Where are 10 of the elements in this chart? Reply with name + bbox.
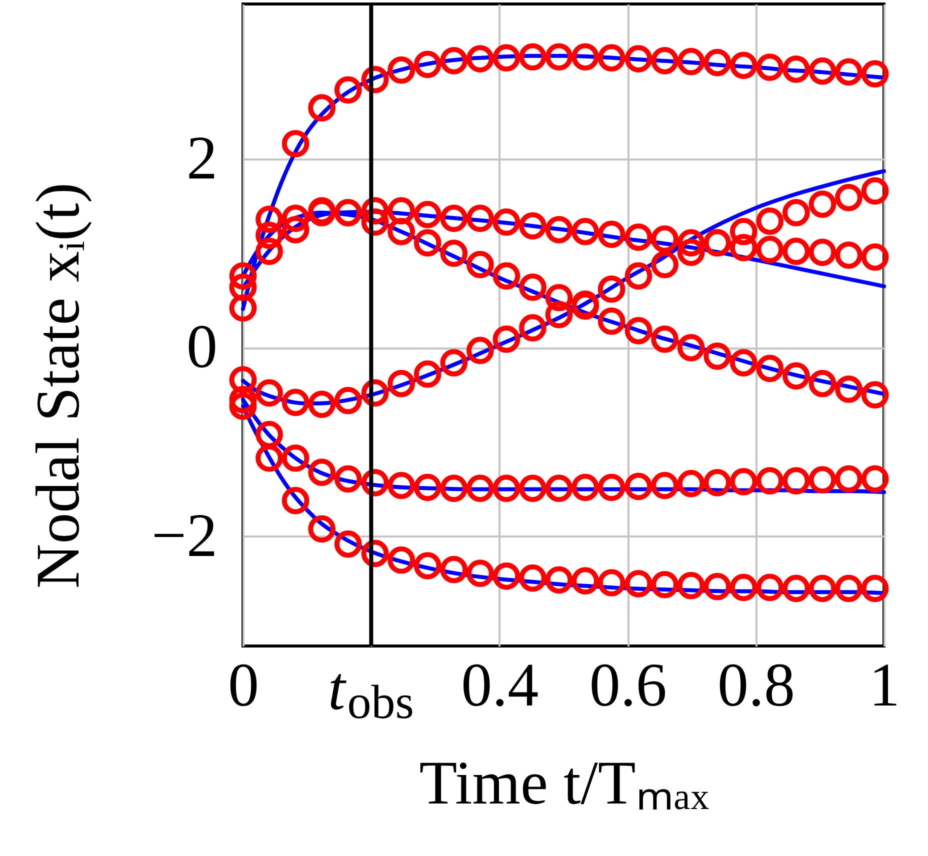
x-tick-label: 0 bbox=[228, 652, 259, 720]
y-tick-label: 2 bbox=[186, 124, 218, 192]
x-axis-title: Time t/Tₘₐₓ bbox=[419, 750, 709, 818]
x-tick-label: 1 bbox=[869, 652, 900, 720]
x-tick-label: 0.4 bbox=[461, 652, 539, 720]
y-axis-title: Nodal State xᵢ(t) bbox=[24, 182, 93, 589]
x-tick-label: 0.8 bbox=[718, 652, 796, 720]
y-tick-label: −2 bbox=[152, 502, 218, 570]
x-tick-label: 0.6 bbox=[589, 652, 667, 720]
y-tick-label: 0 bbox=[186, 313, 218, 382]
